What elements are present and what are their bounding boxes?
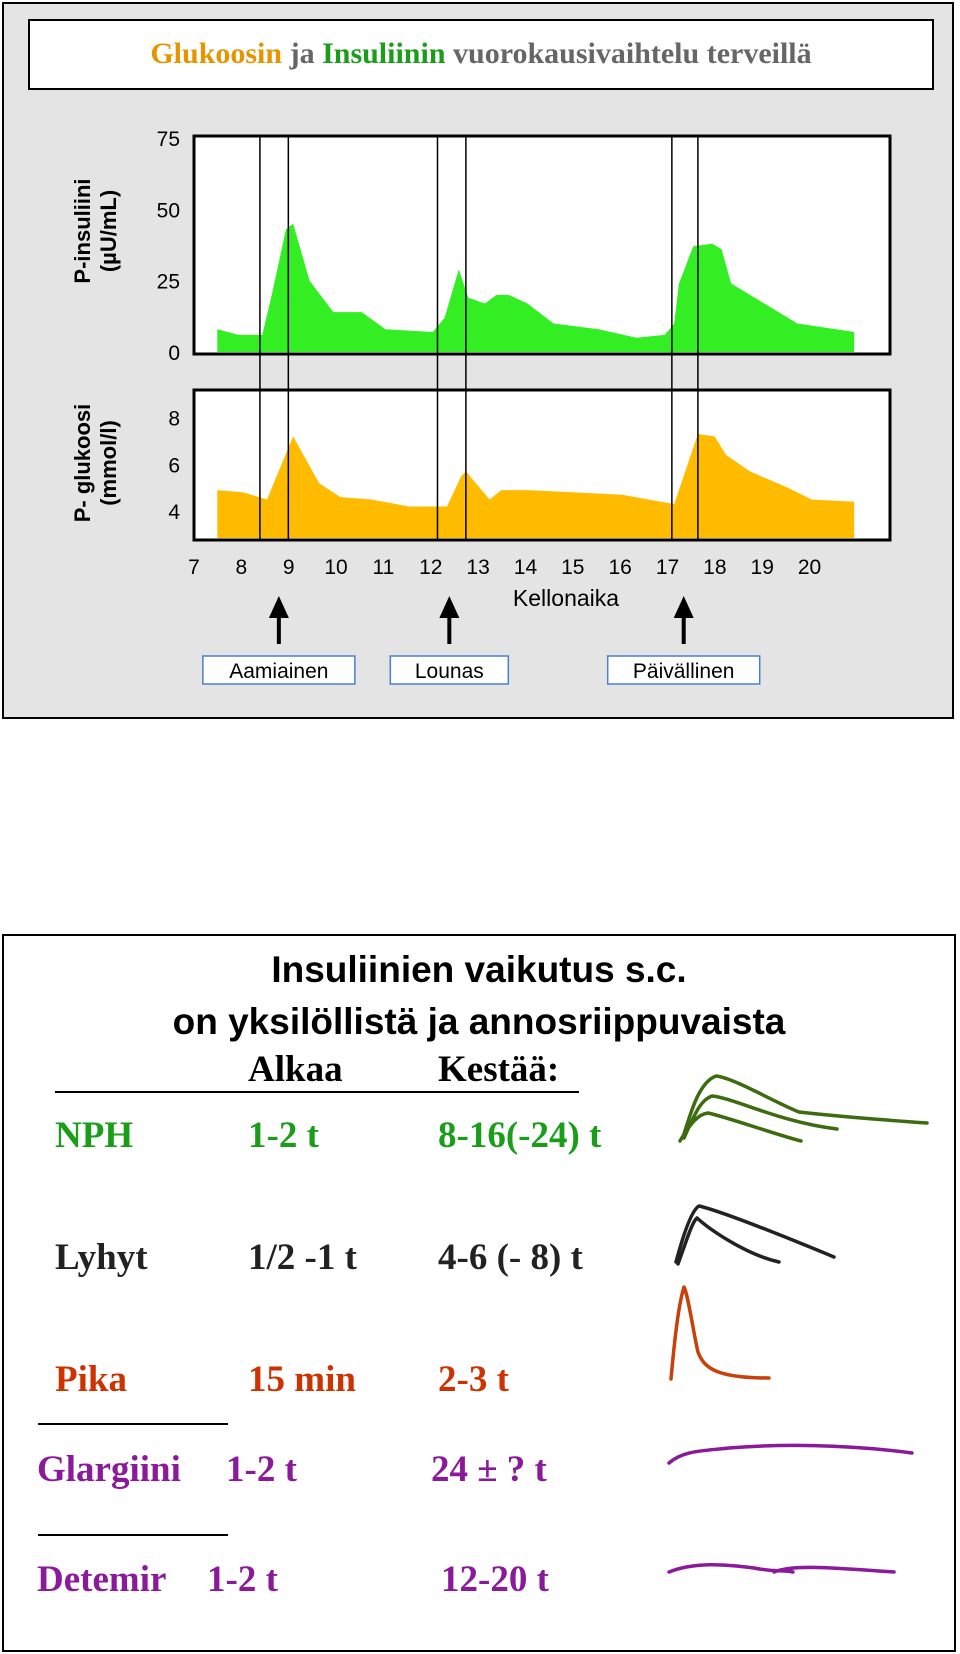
meal-marker-lines xyxy=(259,136,699,540)
glucose-ylabel-line2: (mmol/l) xyxy=(96,420,121,506)
x-tick-label: 11 xyxy=(372,556,394,579)
meal-label-box xyxy=(606,655,761,685)
row-pika-start: 15 min xyxy=(248,1359,356,1400)
insulin-y-tick-label: 75 xyxy=(157,128,180,151)
glargiini-profile-curve xyxy=(667,1443,914,1465)
table-title-line1: Insuliinien vaikutus s.c. xyxy=(271,949,687,990)
x-tick-label: 15 xyxy=(561,556,584,579)
insulin-ylabel-line2: (µU/mL) xyxy=(96,190,121,272)
lyhyt-profile-curve xyxy=(674,1204,836,1264)
header-rule xyxy=(55,1091,579,1093)
glucose-y-tick-label: 8 xyxy=(168,408,180,431)
x-tick-label: 19 xyxy=(751,556,774,579)
row-lyhyt-name: Lyhyt xyxy=(55,1237,148,1278)
x-tick-label: 9 xyxy=(283,556,295,579)
row-detemir-duration: 12-20 t xyxy=(441,1559,549,1600)
row-detemir-start: 1-2 t xyxy=(207,1559,278,1600)
row-glargiini-name: Glargiini xyxy=(37,1449,181,1490)
insulin-area-series xyxy=(217,223,855,352)
nph-profile-curve xyxy=(682,1074,929,1136)
x-tick-label: 10 xyxy=(324,556,347,579)
nph-profile-curve xyxy=(682,1094,839,1140)
x-tick-label: 18 xyxy=(703,556,726,579)
meal-markers: Aamiainen Lounas Päivällinen xyxy=(202,596,761,685)
x-tick-label: 14 xyxy=(514,556,538,579)
insulin-y-tick-label: 25 xyxy=(157,271,180,294)
insulin-ylabel-line1: P-insuliini xyxy=(70,178,95,283)
insulin-table-slide: Insuliinien vaikutus s.c. on yksilöllist… xyxy=(2,934,956,1652)
detemir-profile-curve xyxy=(772,1565,896,1574)
insulin-y-tick-label: 50 xyxy=(157,199,180,222)
meal-arrow-head xyxy=(439,596,460,618)
header-duration: Kestää: xyxy=(438,1049,560,1090)
glucose-y-ticks: 4 6 8 xyxy=(168,408,180,524)
x-tick-label: 17 xyxy=(656,556,679,579)
x-tick-label: 7 xyxy=(188,556,200,579)
meal-label: Päivällinen xyxy=(633,660,735,683)
insulin-y-ticks: 0 25 50 75 xyxy=(157,128,180,365)
x-tick-label: 16 xyxy=(608,556,631,579)
x-axis-label: Kellonaika xyxy=(513,585,619,611)
table-title-line2: on yksilöllistä ja annosriippuvaista xyxy=(172,1001,786,1042)
title-insulin: Insuliinin xyxy=(322,37,446,70)
pika-profile-curve xyxy=(669,1285,771,1381)
title-glucose: Glukoosin xyxy=(150,37,283,70)
chart-slide: Glukoosin ja Insuliinin vuorokausivaihte… xyxy=(2,2,954,719)
x-tick-label: 20 xyxy=(798,556,821,579)
header-start: Alkaa xyxy=(248,1049,343,1090)
glucose-y-tick-label: 6 xyxy=(168,454,180,477)
meal-label-box xyxy=(202,655,356,685)
action-profile-sketches xyxy=(667,1074,929,1574)
meal-label: Lounas xyxy=(415,660,484,683)
x-axis-ticks: 7 8 9 10 11 12 13 14 15 16 17 18 19 20 xyxy=(188,556,821,579)
row-lyhyt-duration: 4-6 (- 8) t xyxy=(438,1237,583,1278)
row-lyhyt-start: 1/2 -1 t xyxy=(248,1237,357,1278)
x-tick-label: 13 xyxy=(466,556,489,579)
nph-profile-curve xyxy=(678,1111,803,1143)
row-glargiini-start: 1-2 t xyxy=(226,1449,297,1490)
insulin-y-tick-label: 0 xyxy=(168,342,180,365)
x-tick-label: 8 xyxy=(236,556,248,579)
row-glargiini-duration: 24 ± ? t xyxy=(431,1449,547,1490)
lyhyt-profile-curve xyxy=(676,1216,781,1266)
x-tick-label: 12 xyxy=(419,556,442,579)
glucose-y-tick-label: 4 xyxy=(168,501,180,524)
meal-arrow-head xyxy=(268,596,289,618)
row-nph-duration: 8-16(-24) t xyxy=(438,1115,602,1156)
row-nph-name: NPH xyxy=(55,1115,134,1156)
title-rest: vuorokausivaihtelu terveillä xyxy=(445,37,812,70)
row-detemir-name: Detemir xyxy=(37,1559,167,1600)
glucose-area-series xyxy=(217,434,855,538)
meal-label: Aamiainen xyxy=(229,660,328,683)
chart-title: Glukoosin ja Insuliinin vuorokausivaihte… xyxy=(28,19,934,90)
daily-variation-chart: 0 25 50 75 4 6 8 7 8 9 10 11 12 13 14 15 16 17 18 19 20 P-… xyxy=(70,128,892,685)
title-and: ja xyxy=(282,37,323,70)
divider-rule-1 xyxy=(38,1423,228,1425)
meal-label-box xyxy=(389,655,510,685)
divider-rule-2 xyxy=(38,1534,228,1536)
row-pika-duration: 2-3 t xyxy=(438,1359,509,1400)
row-pika-name: Pika xyxy=(55,1359,127,1400)
row-nph-start: 1-2 t xyxy=(248,1115,319,1156)
meal-arrow-head xyxy=(673,596,694,618)
glucose-ylabel-line1: P- glukoosi xyxy=(70,404,95,523)
